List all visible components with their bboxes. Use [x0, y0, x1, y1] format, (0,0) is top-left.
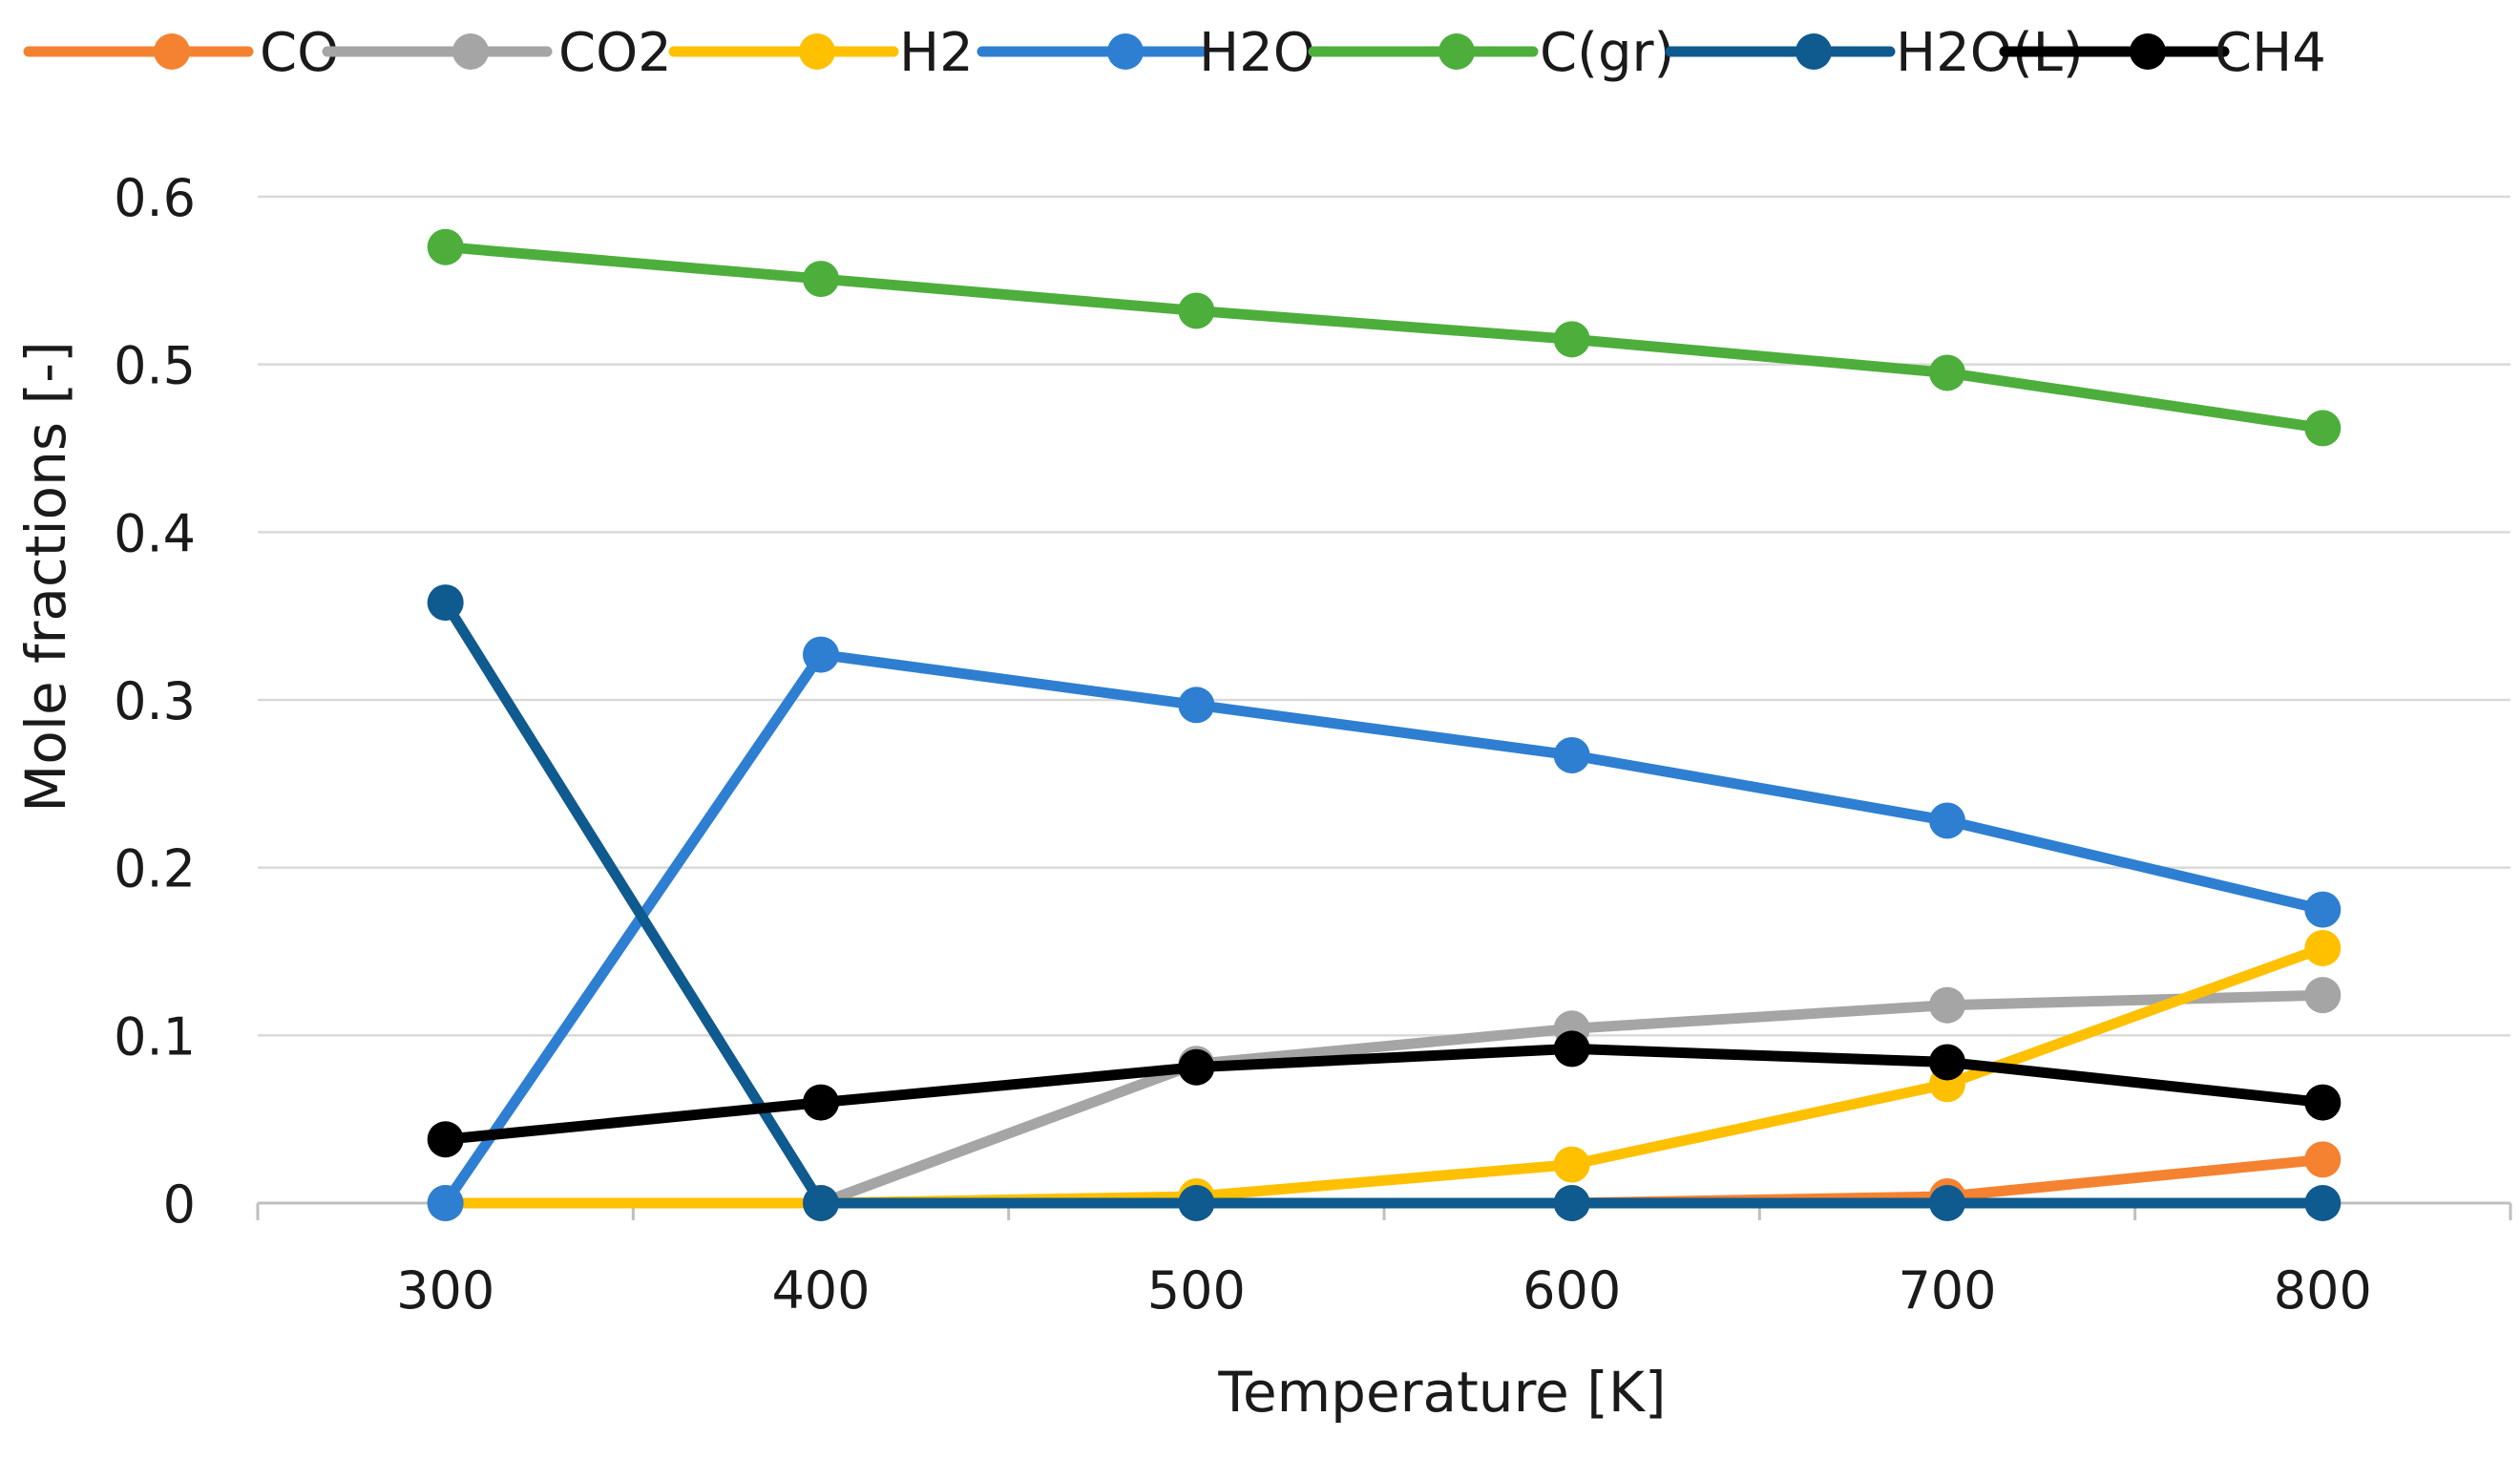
series-line-c-gr	[440, 242, 2328, 433]
x-tick-label: 500	[1147, 1260, 1246, 1321]
legend-marker-ch4	[2130, 33, 2166, 70]
legend-label-ch4: CH4	[2215, 22, 2326, 84]
data-point-h2o-l	[1178, 1185, 1215, 1221]
data-point-h2o	[1178, 687, 1215, 724]
legend-label-h2o: H2O	[1199, 22, 1315, 84]
y-tick-label: 0	[163, 1174, 196, 1235]
legend-label-co2: CO2	[558, 22, 672, 84]
data-point-ch4	[1553, 1030, 1590, 1068]
y-axis-title: Mole fractions [-]	[13, 341, 78, 812]
series-line-h2o	[440, 649, 2328, 1209]
data-point-ch4	[1929, 1044, 1965, 1081]
y-tick-label: 0.2	[114, 839, 196, 899]
gridlines	[258, 195, 2510, 1037]
data-point-co2	[1929, 986, 1965, 1024]
x-tick-label: 700	[1898, 1260, 1996, 1321]
series-lines	[427, 228, 2342, 1221]
x-tick-label: 600	[1522, 1260, 1621, 1321]
data-point-c-gr	[1929, 354, 1965, 391]
data-point-c-gr	[2304, 410, 2342, 447]
data-point-h2o	[2304, 891, 2342, 928]
legend-label-c-gr: C(gr)	[1540, 22, 1674, 84]
data-point-ch4	[1178, 1048, 1215, 1086]
x-tick-label: 400	[771, 1260, 870, 1321]
series-line-ch4	[440, 1043, 2328, 1145]
data-point-h2o-l	[803, 1185, 839, 1221]
data-point-h2o	[1929, 802, 1965, 839]
data-point-c-gr	[803, 261, 839, 298]
data-point-co2	[2304, 977, 2342, 1014]
y-tick-label: 0.3	[114, 671, 196, 731]
data-point-h2	[2304, 929, 2342, 966]
data-point-h2o-l	[1929, 1185, 1965, 1221]
legend-marker-h2	[799, 33, 835, 70]
x-axis-title: Temperature [K]	[1217, 1360, 1666, 1425]
data-point-h2o-l	[1553, 1185, 1590, 1221]
legend-marker-co2	[452, 33, 489, 70]
legend-label-h2: H2	[899, 22, 974, 84]
series-line-h2	[440, 942, 2328, 1209]
x-tick-label: 800	[2274, 1260, 2372, 1321]
data-point-h2o-l	[427, 584, 464, 622]
data-point-c-gr	[1553, 321, 1590, 358]
data-point-co	[2304, 1141, 2342, 1178]
data-point-h2o	[803, 636, 839, 673]
series-line-h2o-l	[440, 597, 2328, 1209]
series-line-co2	[440, 989, 2328, 1209]
data-point-ch4	[427, 1121, 464, 1158]
legend-marker-h2o-l	[1796, 33, 1832, 70]
data-point-ch4	[803, 1084, 839, 1121]
legend-marker-c-gr	[1438, 33, 1475, 70]
data-point-h2o-l	[2304, 1185, 2342, 1221]
y-tick-label: 0.4	[114, 503, 196, 563]
axes: 0 0.1 0.2 0.3 0.4 0.5 0.6 300 400 500 600 700 800	[114, 168, 2512, 1321]
y-tick-label: 0.5	[114, 336, 196, 396]
x-tick-label: 300	[396, 1260, 494, 1321]
data-point-c-gr	[1178, 292, 1215, 329]
legend-marker-h2o	[1107, 33, 1144, 70]
y-tick-label: 0.1	[114, 1006, 196, 1067]
data-point-c-gr	[427, 228, 464, 265]
data-point-h2o	[427, 1185, 464, 1221]
legend-marker-co	[154, 33, 190, 70]
legend: CO CO2 H2 H2O C(gr) H2O(L) CH4	[23, 22, 2326, 84]
data-point-ch4	[2304, 1084, 2342, 1121]
data-point-h2	[1553, 1146, 1590, 1183]
data-point-h2o	[1553, 736, 1590, 773]
y-tick-label: 0.6	[114, 168, 196, 228]
